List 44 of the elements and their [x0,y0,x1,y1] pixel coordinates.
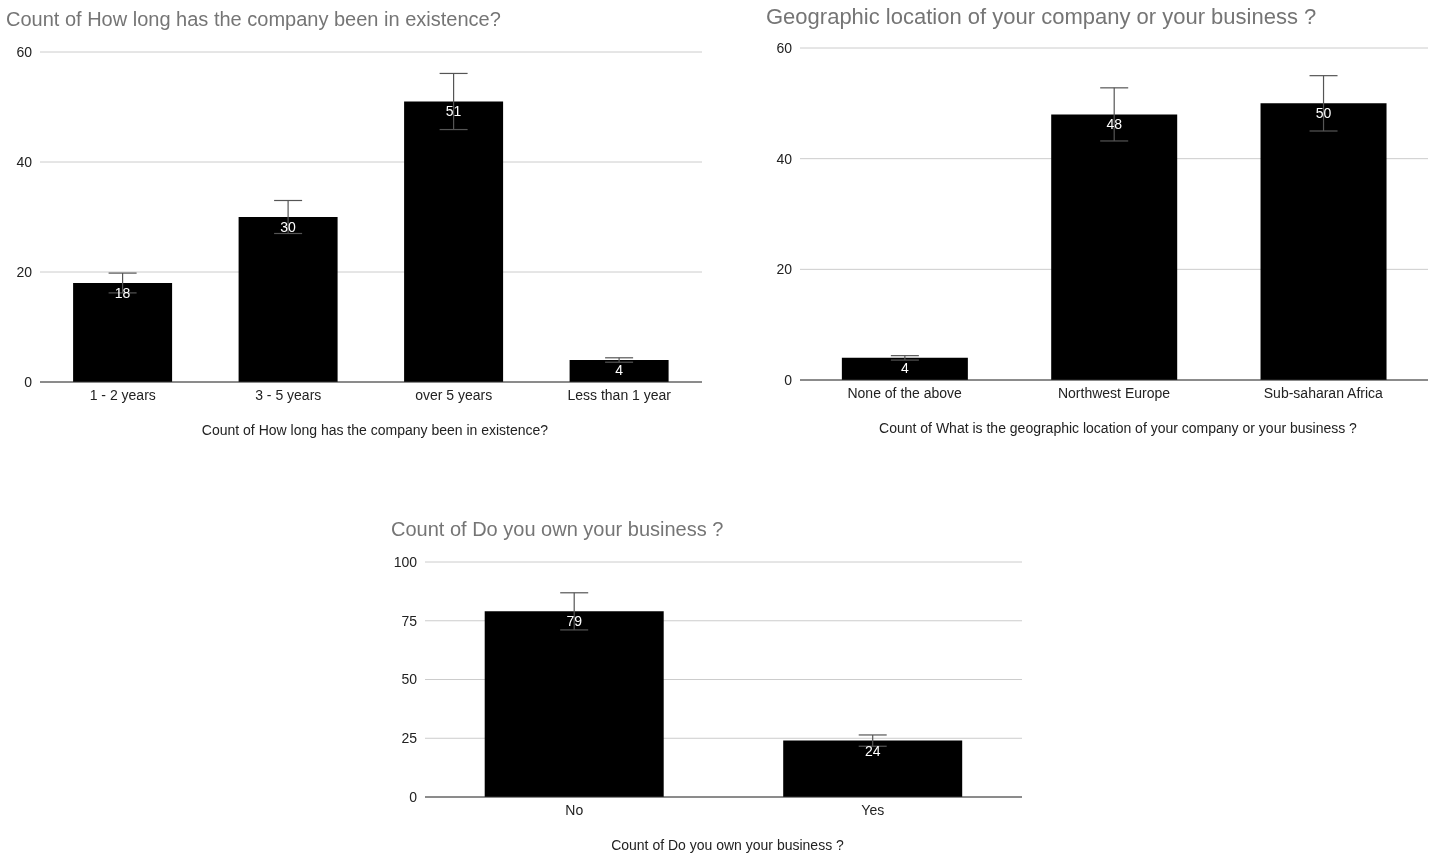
y-tick-label: 0 [409,788,418,805]
x-tick-label: No [565,801,584,818]
x-tick-label: Yes [861,801,885,818]
y-tick-label: 20 [776,261,793,278]
x-tick-label: over 5 years [415,386,493,403]
x-tick-label: Northwest Europe [1057,384,1171,401]
bar [569,360,669,382]
x-tick-label: Less than 1 year [567,386,672,403]
y-tick-label: 60 [776,39,793,56]
chart-title: Geographic location of your company or your business ? [765,4,1318,31]
x-tick-label: 1 - 2 years [89,386,156,403]
x-axis-title: Count of How long has the company been in existence? [200,422,550,438]
x-tick-label: None of the above [847,384,963,401]
y-tick-label: 50 [401,671,418,688]
data-label: 50 [1315,105,1332,122]
data-label: 51 [445,103,462,120]
chart-title: Count of Do you own your business ? [390,518,725,542]
bar [1260,103,1387,380]
y-tick-label: 40 [16,153,33,170]
data-label: 4 [900,359,909,376]
bar [73,283,173,382]
x-tick-label: Sub-saharan Africa [1263,384,1384,401]
y-tick-label: 100 [393,553,418,570]
y-tick-label: 60 [16,43,33,60]
data-label: 4 [615,361,624,378]
chart-title: Count of How long has the company been in existence? [5,8,502,32]
data-label: 18 [114,284,131,301]
y-tick-label: 0 [24,373,33,390]
x-tick-label: 3 - 5 years [255,386,322,403]
y-tick-label: 25 [401,730,418,747]
bar [238,217,338,382]
bar [841,357,968,380]
y-tick-label: 40 [776,150,793,167]
y-tick-label: 75 [401,612,418,629]
data-label: 30 [280,218,297,235]
data-label: 24 [864,742,881,759]
y-tick-label: 20 [16,263,33,280]
data-label: 48 [1106,116,1123,133]
bar [404,101,504,382]
x-axis-title: Count of Do you own your business ? [610,837,845,853]
bar [1051,114,1178,380]
data-label: 79 [566,613,583,630]
x-axis-title: Count of What is the geographic location of your company or your business ? [878,420,1358,436]
y-tick-label: 0 [784,371,793,388]
